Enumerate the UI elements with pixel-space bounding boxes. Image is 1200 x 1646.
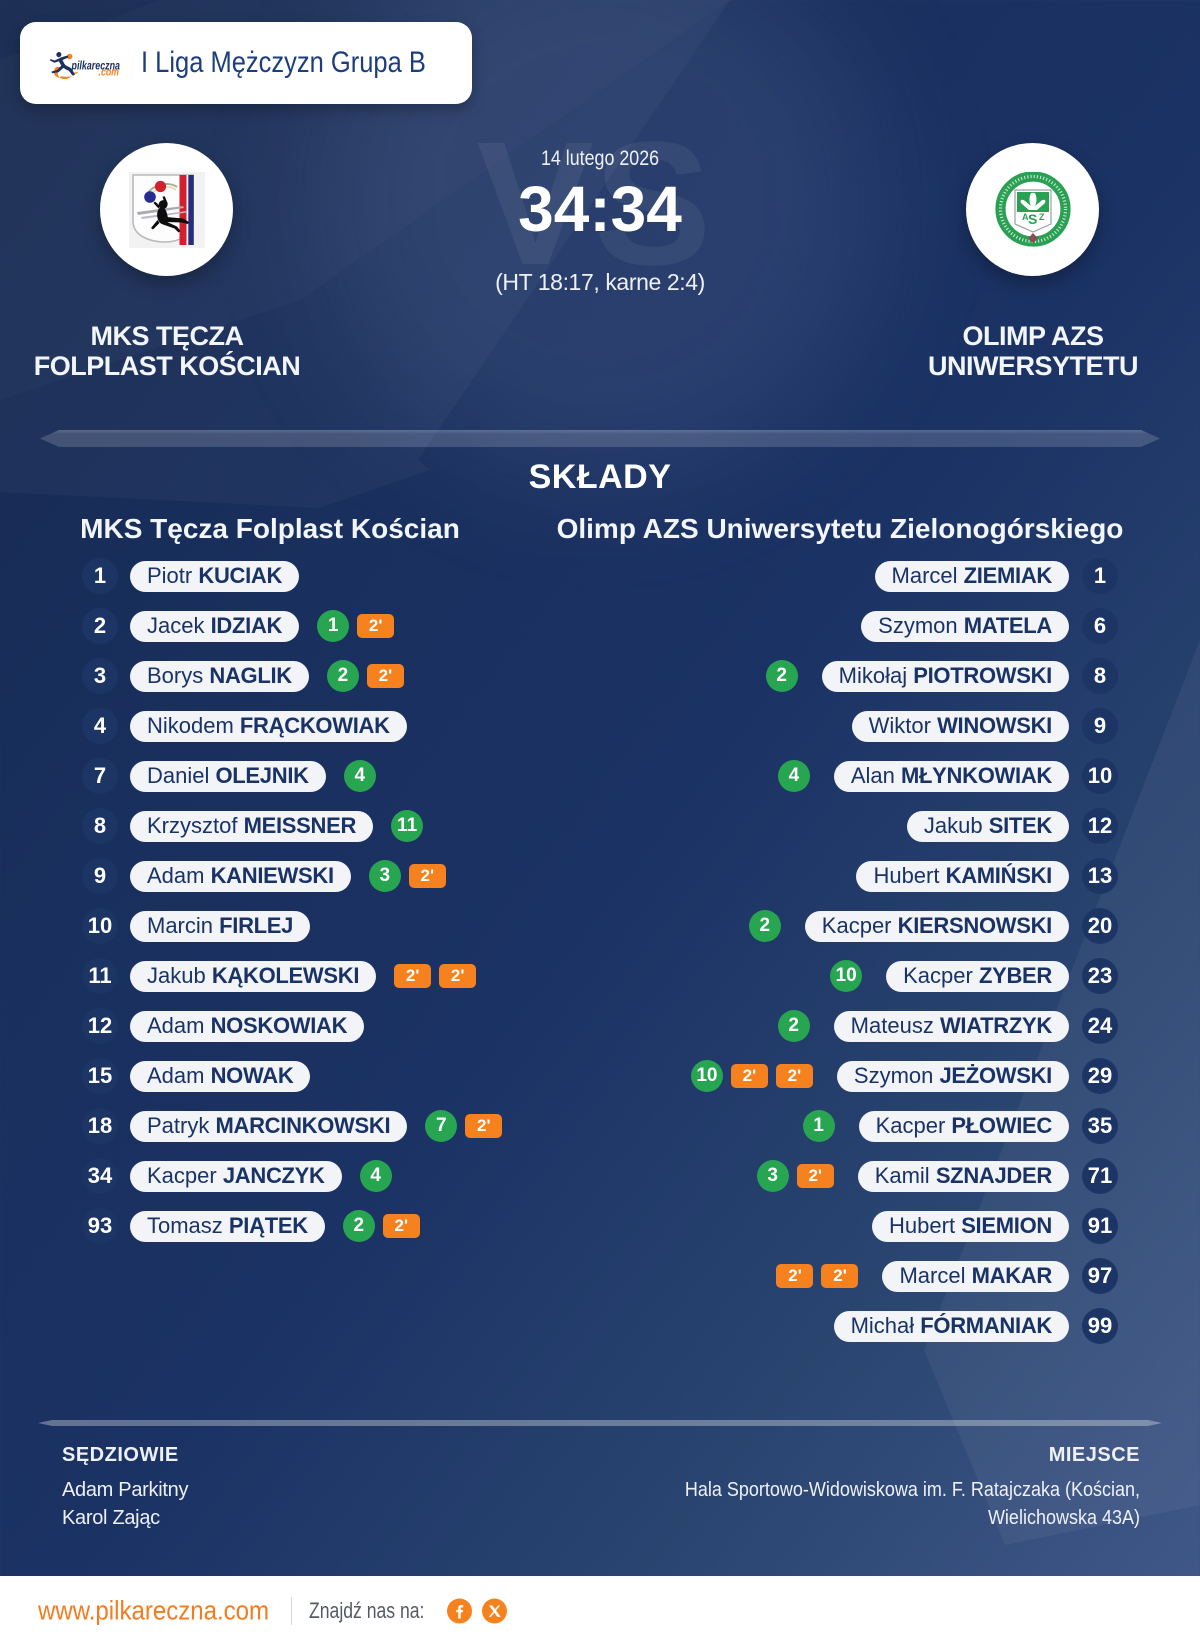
svg-text:Z: Z <box>1039 212 1045 222</box>
svg-text:S: S <box>1028 211 1037 227</box>
svg-text:pilkareczna: pilkareczna <box>71 59 120 73</box>
svg-text:.com: .com <box>99 67 120 79</box>
svg-text:A: A <box>1022 212 1029 222</box>
